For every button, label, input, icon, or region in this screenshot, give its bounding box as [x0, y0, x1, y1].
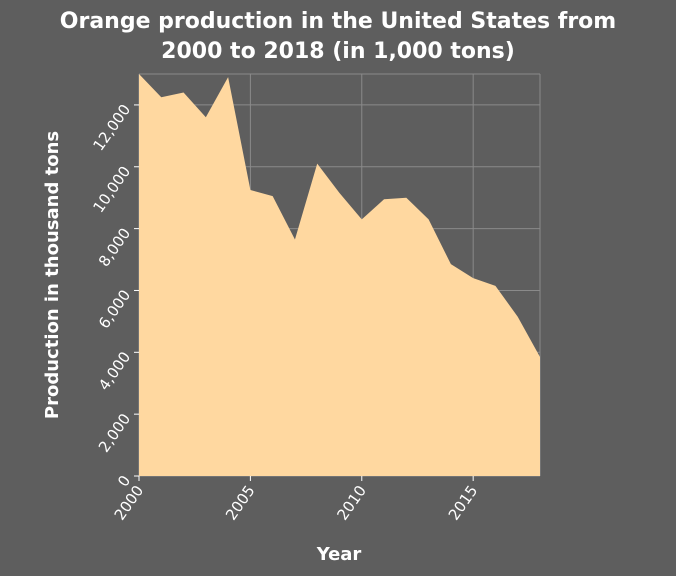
y-axis-label: Production in thousand tons: [42, 131, 63, 419]
area-fill: [139, 74, 540, 476]
y-tick-label: 6,000: [95, 286, 134, 332]
y-tick-label: 8,000: [95, 225, 134, 271]
y-tick-label: 4,000: [95, 348, 134, 394]
x-axis-label: Year: [316, 544, 362, 565]
y-tick-label: 12,000: [89, 101, 134, 154]
chart-title-line-1: Orange production in the United States f…: [60, 9, 616, 34]
chart-title-line-2: 2000 to 2018 (in 1,000 tons): [161, 39, 515, 64]
y-tick-label: 10,000: [89, 163, 134, 216]
area-series: [139, 74, 540, 476]
y-tick-label: 2,000: [95, 410, 134, 456]
x-tick-label: 2005: [222, 482, 259, 524]
x-tick-label: 2015: [445, 482, 482, 524]
x-axis-ticks: 2000 2005 2010 2015: [111, 476, 482, 524]
x-tick-label: 2010: [333, 482, 370, 524]
